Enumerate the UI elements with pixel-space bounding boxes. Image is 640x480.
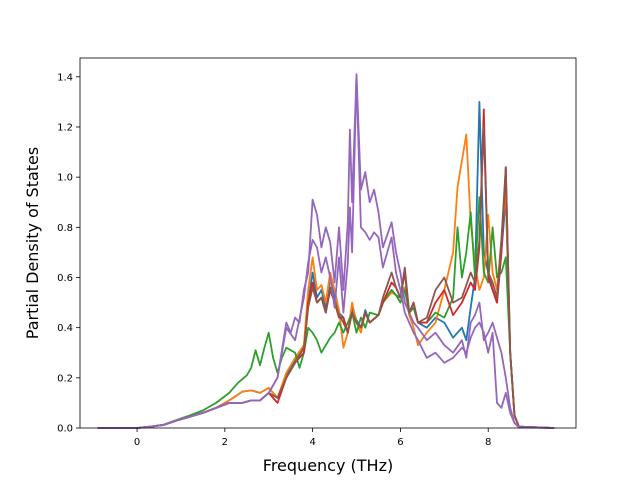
y-tick-label: 0.2	[57, 373, 73, 384]
x-axis-title: Frequency (THz)	[263, 456, 393, 475]
y-tick-label: 1.2	[57, 122, 73, 133]
y-tick-label: 0.6	[57, 273, 73, 284]
y-tick-label: 0.4	[57, 323, 73, 334]
y-tick-label: 1.0	[57, 173, 73, 184]
y-tick-label: 0.8	[57, 223, 73, 234]
x-tick-label: 4	[309, 437, 315, 448]
x-axis: 0 2 4 6 8	[134, 428, 491, 448]
series-line-7	[97, 75, 555, 429]
y-axis-title: Partial Density of States	[23, 147, 42, 339]
plot-frame	[79, 57, 577, 429]
y-tick-label: 1.4	[57, 72, 73, 83]
y-tick-label: 0.0	[57, 424, 73, 435]
y-axis: 0.0 0.2 0.4 0.6 0.8 1.0 1.2 1.4	[57, 72, 80, 435]
x-tick-label: 6	[397, 437, 403, 448]
x-tick-label: 2	[222, 437, 228, 448]
series-layer	[97, 73, 555, 429]
x-tick-label: 8	[485, 437, 491, 448]
x-tick-label: 0	[134, 437, 140, 448]
